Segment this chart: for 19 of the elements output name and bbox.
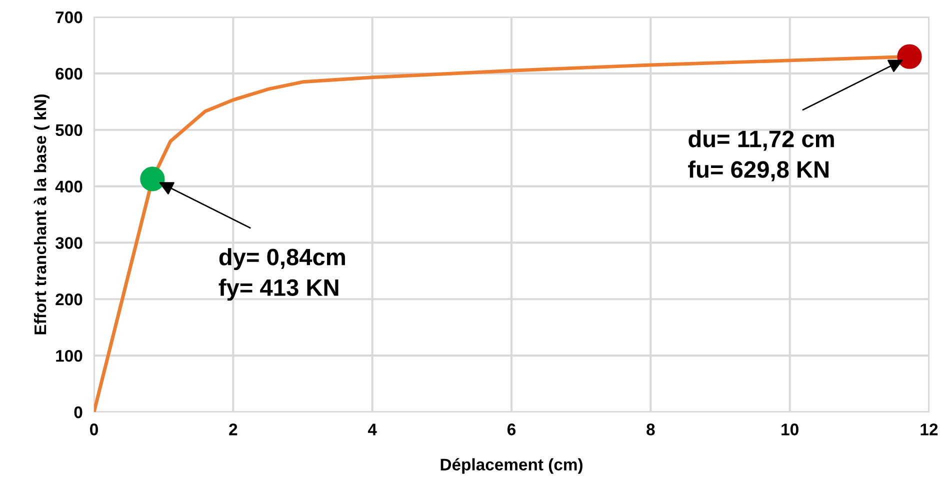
y-tick-label: 400 bbox=[55, 180, 82, 192]
y-tick-label: 200 bbox=[56, 294, 82, 306]
y-tick-label: 0 bbox=[74, 406, 82, 418]
annotation: du= 11,72 cm fu= 629,8 KN bbox=[688, 130, 834, 182]
y-tick-label: 700 bbox=[56, 11, 82, 24]
x-tick-label: 8 bbox=[646, 424, 655, 436]
y-tick-label: 500 bbox=[56, 124, 82, 136]
x-tick-label: 12 bbox=[920, 424, 938, 436]
annotation: dy= 0,84cm fy= 413 KN bbox=[218, 248, 345, 301]
x-tick-label: 2 bbox=[229, 424, 238, 436]
x-axis-title: Déplacement (cm) bbox=[440, 458, 582, 474]
x-tick-label: 4 bbox=[368, 424, 377, 436]
x-tick-label: 0 bbox=[90, 424, 98, 436]
x-tick-label: 10 bbox=[782, 424, 798, 436]
y-tick-label: 600 bbox=[56, 68, 82, 80]
x-tick-label: 6 bbox=[507, 424, 516, 436]
y-tick-label: 300 bbox=[55, 237, 82, 249]
y-axis-title: Effort tranchant à la base ( kN) bbox=[34, 94, 50, 334]
y-tick-label: 100 bbox=[56, 350, 82, 362]
